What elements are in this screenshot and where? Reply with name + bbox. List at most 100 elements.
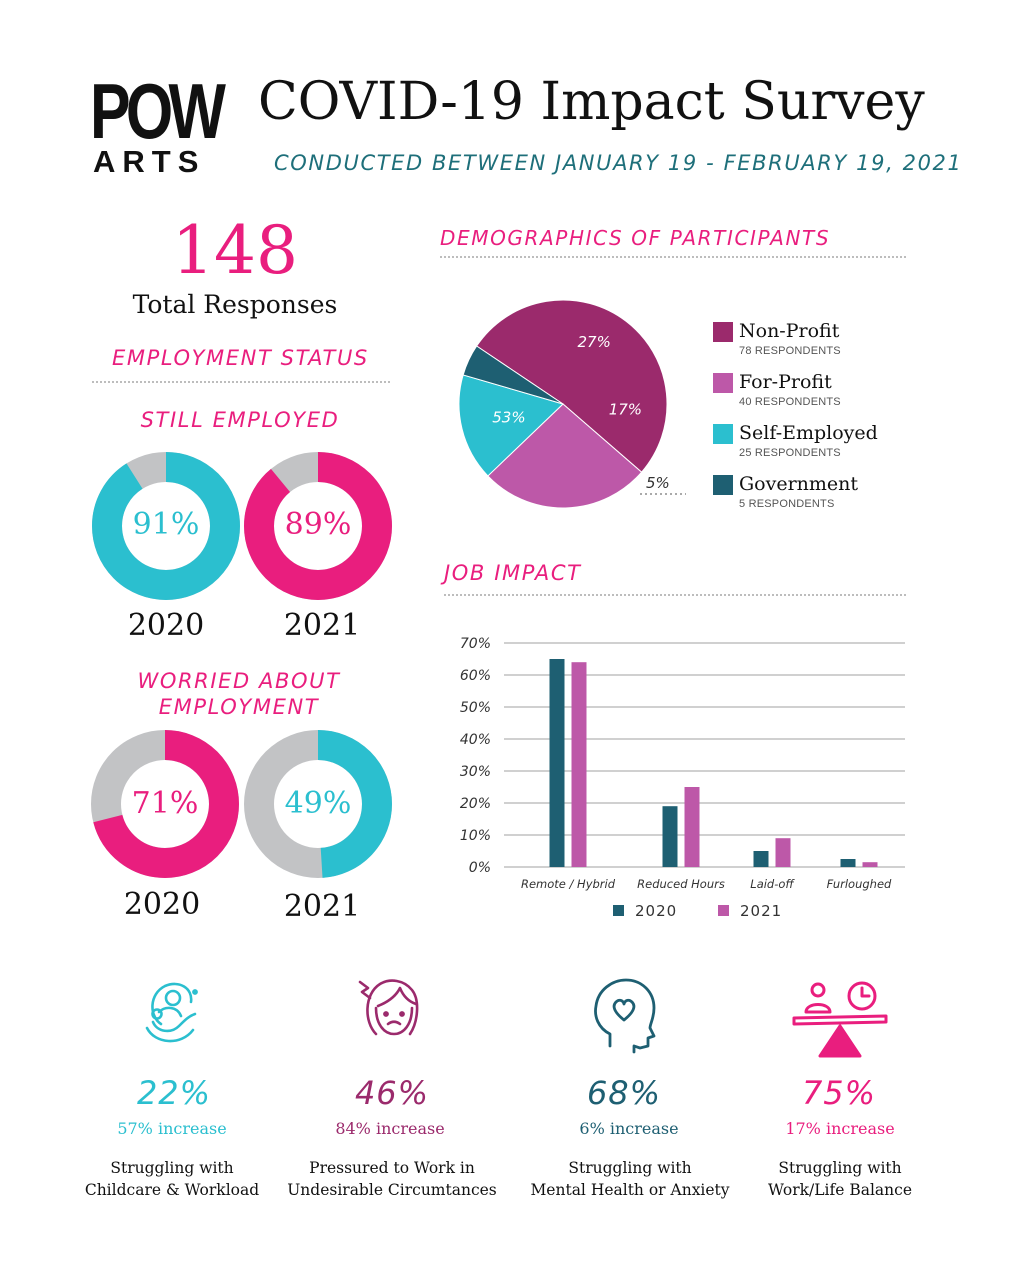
y-tick-label: 50% (460, 700, 491, 716)
job-impact-heading: JOB IMPACT (444, 561, 582, 585)
legend-label-government: Government (739, 473, 859, 495)
stat-description-childcare: Struggling with Childcare & Workload (52, 1157, 292, 1201)
stat-percent-childcare: 22% (136, 1074, 212, 1112)
demographics-pie-chart: 53% 27% 17% 5% (458, 299, 686, 509)
legend-label-for-profit: For-Profit (739, 371, 832, 393)
stat-increase-childcare: 57% increase (117, 1119, 227, 1138)
legend-respondents-government: 5 RESPONDENTS (739, 498, 835, 510)
y-tick-label: 10% (460, 828, 491, 844)
still-employed-heading: STILL EMPLOYED (140, 408, 340, 432)
donut-worried-2021 (244, 730, 392, 878)
legend-respondents-non-profit: 78 RESPONDENTS (739, 345, 841, 357)
pie-label-for-profit: 27% (578, 333, 611, 351)
x-tick-label: Remote / Hybrid (521, 877, 616, 891)
stat-description-line2: Childcare & Workload (84, 1181, 260, 1199)
head-heart-icon (594, 978, 656, 1054)
pie-label-non-profit: 53% (492, 409, 525, 427)
pie-slice-non-profit (475, 299, 668, 473)
stat-percent-pressured: 46% (354, 1074, 430, 1112)
pie-slice-for-profit (487, 403, 643, 509)
stat-percent-mental-health: 68% (586, 1074, 662, 1112)
pie-label-self-employed: 17% (609, 400, 642, 418)
job-impact-divider (444, 594, 906, 596)
parent-child-icon (145, 982, 198, 1043)
donut-label-still-2021: 89% (284, 507, 352, 542)
bar-2021-remote-hybrid (571, 662, 587, 867)
worried-heading-line2: EMPLOYMENT (158, 695, 320, 719)
stat-description-line1: Struggling with (568, 1159, 692, 1177)
employment-status-heading: EMPLOYMENT STATUS (112, 346, 369, 370)
demographics-heading: DEMOGRAPHICS OF PARTICIPANTS (440, 226, 831, 250)
y-tick-label: 40% (460, 732, 491, 748)
legend-swatch-for-profit (713, 373, 733, 393)
stat-description-line2: Undesirable Circumtances (287, 1181, 497, 1199)
donut-label-worried-2020: 71% (131, 786, 199, 821)
bar-2020-remote-hybrid (549, 659, 565, 867)
bar-2020-furloughed (840, 859, 856, 867)
logo-arts: ARTS (93, 144, 206, 179)
x-tick-label: Reduced Hours (637, 877, 725, 891)
year-label: 2020 (127, 608, 205, 643)
stat-description-line1: Struggling with (778, 1159, 902, 1177)
stat-description-line1: Struggling with (110, 1159, 234, 1177)
x-tick-label: Laid-off (750, 877, 795, 891)
pie-slice-self-employed (458, 374, 564, 477)
employment-divider (92, 381, 390, 383)
donut-value-arc (244, 730, 392, 878)
stat-description-line2: Work/Life Balance (768, 1181, 912, 1199)
bar-2021-reduced-hours (684, 787, 700, 867)
pie-label-government: 5% (646, 474, 670, 492)
demographics-legend: Non-Profit 78 RESPONDENTS For-Profit 40 … (713, 320, 953, 520)
stat-percent-work-life: 75% (801, 1074, 877, 1112)
stat-description-pressured: Pressured to Work in Undesirable Circumt… (272, 1157, 512, 1201)
logo-pow: POW (90, 67, 226, 155)
donut-still-employed-2020 (92, 452, 240, 600)
page-subtitle: CONDUCTED BETWEEN JANUARY 19 - FEBRUARY … (274, 151, 963, 175)
stat-description-line1: Pressured to Work in (309, 1159, 475, 1177)
legend-label-2020: 2020 (635, 902, 677, 920)
pie-slice-government (462, 345, 564, 405)
legend-label-2021: 2021 (740, 902, 782, 920)
legend-swatch-self-employed (713, 424, 733, 444)
legend-respondents-self-employed: 25 RESPONDENTS (739, 447, 841, 459)
legend-swatch-2021 (718, 905, 729, 916)
legend-label-self-employed: Self-Employed (739, 422, 878, 444)
y-tick-label: 70% (460, 636, 491, 652)
stat-increase-mental-health: 6% increase (579, 1119, 679, 1138)
y-tick-label: 0% (469, 860, 491, 876)
bar-2021-furloughed (862, 862, 878, 867)
stat-description-work-life: Struggling with Work/Life Balance (720, 1157, 960, 1201)
year-label: 2020 (123, 887, 201, 922)
bar-2020-reduced-hours (662, 806, 678, 867)
legend-swatch-government (713, 475, 733, 495)
legend-swatch-2020 (613, 905, 624, 916)
x-tick-label: Furloughed (827, 877, 892, 891)
donut-value-arc (92, 452, 240, 600)
worried-heading-line1: WORRIED ABOUT (137, 669, 341, 693)
donut-label-still-2020: 91% (132, 507, 200, 542)
stat-description-mental-health: Struggling with Mental Health or Anxiety (510, 1157, 750, 1201)
stat-increase-work-life: 17% increase (785, 1119, 895, 1138)
bar-2021-laid-off (775, 838, 791, 867)
year-label: 2021 (283, 889, 361, 924)
balance-scale-icon (792, 981, 888, 1058)
donut-value-arc (244, 452, 392, 600)
y-tick-label: 60% (460, 668, 491, 684)
donut-value-arc (91, 730, 239, 878)
legend-respondents-for-profit: 40 RESPONDENTS (739, 396, 841, 408)
stat-description-line2: Mental Health or Anxiety (530, 1181, 730, 1199)
demographics-divider (440, 256, 906, 258)
total-responses-label: Total Responses (132, 290, 338, 319)
legend-swatch-non-profit (713, 322, 733, 342)
donut-still-employed-2021 (244, 452, 392, 600)
y-tick-label: 30% (460, 764, 491, 780)
donut-label-worried-2021: 49% (284, 786, 352, 821)
job-impact-bar-chart: 0% 10% 20% 30% 40% 50% 60% 70% Remote / Hybrid Re… (460, 636, 905, 920)
stressed-person-icon (358, 979, 419, 1036)
total-responses-value: 148 (172, 212, 298, 289)
y-tick-label: 20% (460, 796, 491, 812)
legend-label-non-profit: Non-Profit (739, 320, 840, 342)
bar-2020-laid-off (753, 851, 769, 867)
donut-worried-2020 (91, 730, 239, 878)
year-label: 2021 (283, 608, 361, 643)
